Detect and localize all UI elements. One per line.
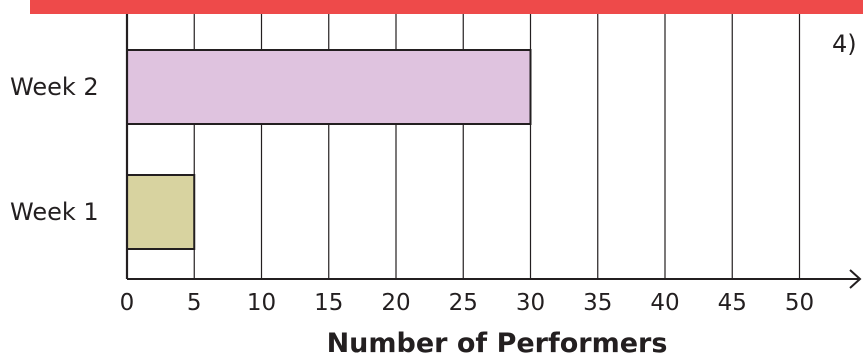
top-banner (30, 0, 863, 14)
x-tick-labels: 0 5 10 15 20 25 30 35 40 45 50 (120, 290, 814, 316)
x-tick-label-25: 25 (449, 290, 478, 316)
x-tick-label-45: 45 (718, 290, 747, 316)
x-tick-label-35: 35 (583, 290, 612, 316)
category-label-week-2: Week 2 (10, 73, 99, 101)
x-tick-label-40: 40 (650, 290, 679, 316)
category-label-week-1: Week 1 (10, 198, 99, 226)
bar-week-2 (126, 49, 532, 125)
side-question-number: 4) (832, 30, 857, 58)
x-tick-label-5: 5 (187, 290, 202, 316)
category-labels: Week 1 Week 2 (10, 73, 99, 226)
x-tick-label-50: 50 (785, 290, 814, 316)
x-tick-label-10: 10 (247, 290, 276, 316)
x-tick-label-30: 30 (516, 290, 545, 316)
axes (125, 14, 862, 289)
x-tick-label-20: 20 (381, 290, 410, 316)
x-axis-arrow-icon (849, 269, 862, 289)
bar-week-1 (126, 174, 196, 250)
x-axis-label: Number of Performers (327, 328, 668, 359)
x-tick-label-0: 0 (120, 290, 135, 316)
x-tick-label-15: 15 (314, 290, 343, 316)
